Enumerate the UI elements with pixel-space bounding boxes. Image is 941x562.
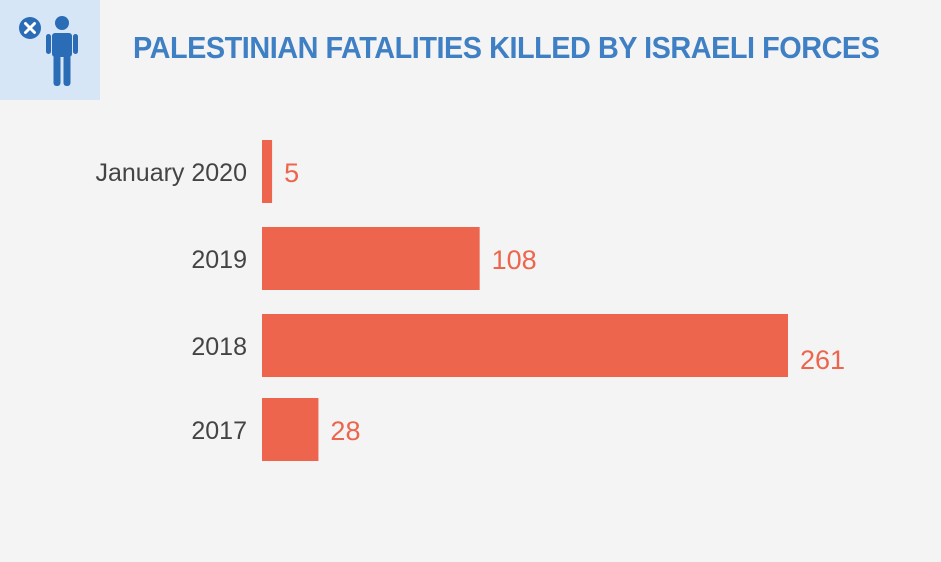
value-label-0: 5 [284, 158, 299, 188]
category-label-1: 2019 [191, 246, 247, 274]
category-label-0: January 2020 [95, 159, 247, 187]
icon-box [0, 0, 100, 100]
value-label-3: 28 [330, 416, 360, 446]
bar-1 [262, 227, 480, 290]
value-label-2: 261 [800, 345, 845, 375]
category-label-3: 2017 [191, 417, 247, 445]
value-label-1: 108 [492, 245, 537, 275]
bar-0 [262, 140, 273, 203]
category-label-2: 2018 [191, 333, 247, 361]
bar-2 [262, 314, 788, 377]
chart-title: PALESTINIAN FATALITIES KILLED BY ISRAELI… [133, 30, 880, 65]
person-cancel-icon [19, 16, 78, 86]
bar-3 [262, 398, 319, 461]
